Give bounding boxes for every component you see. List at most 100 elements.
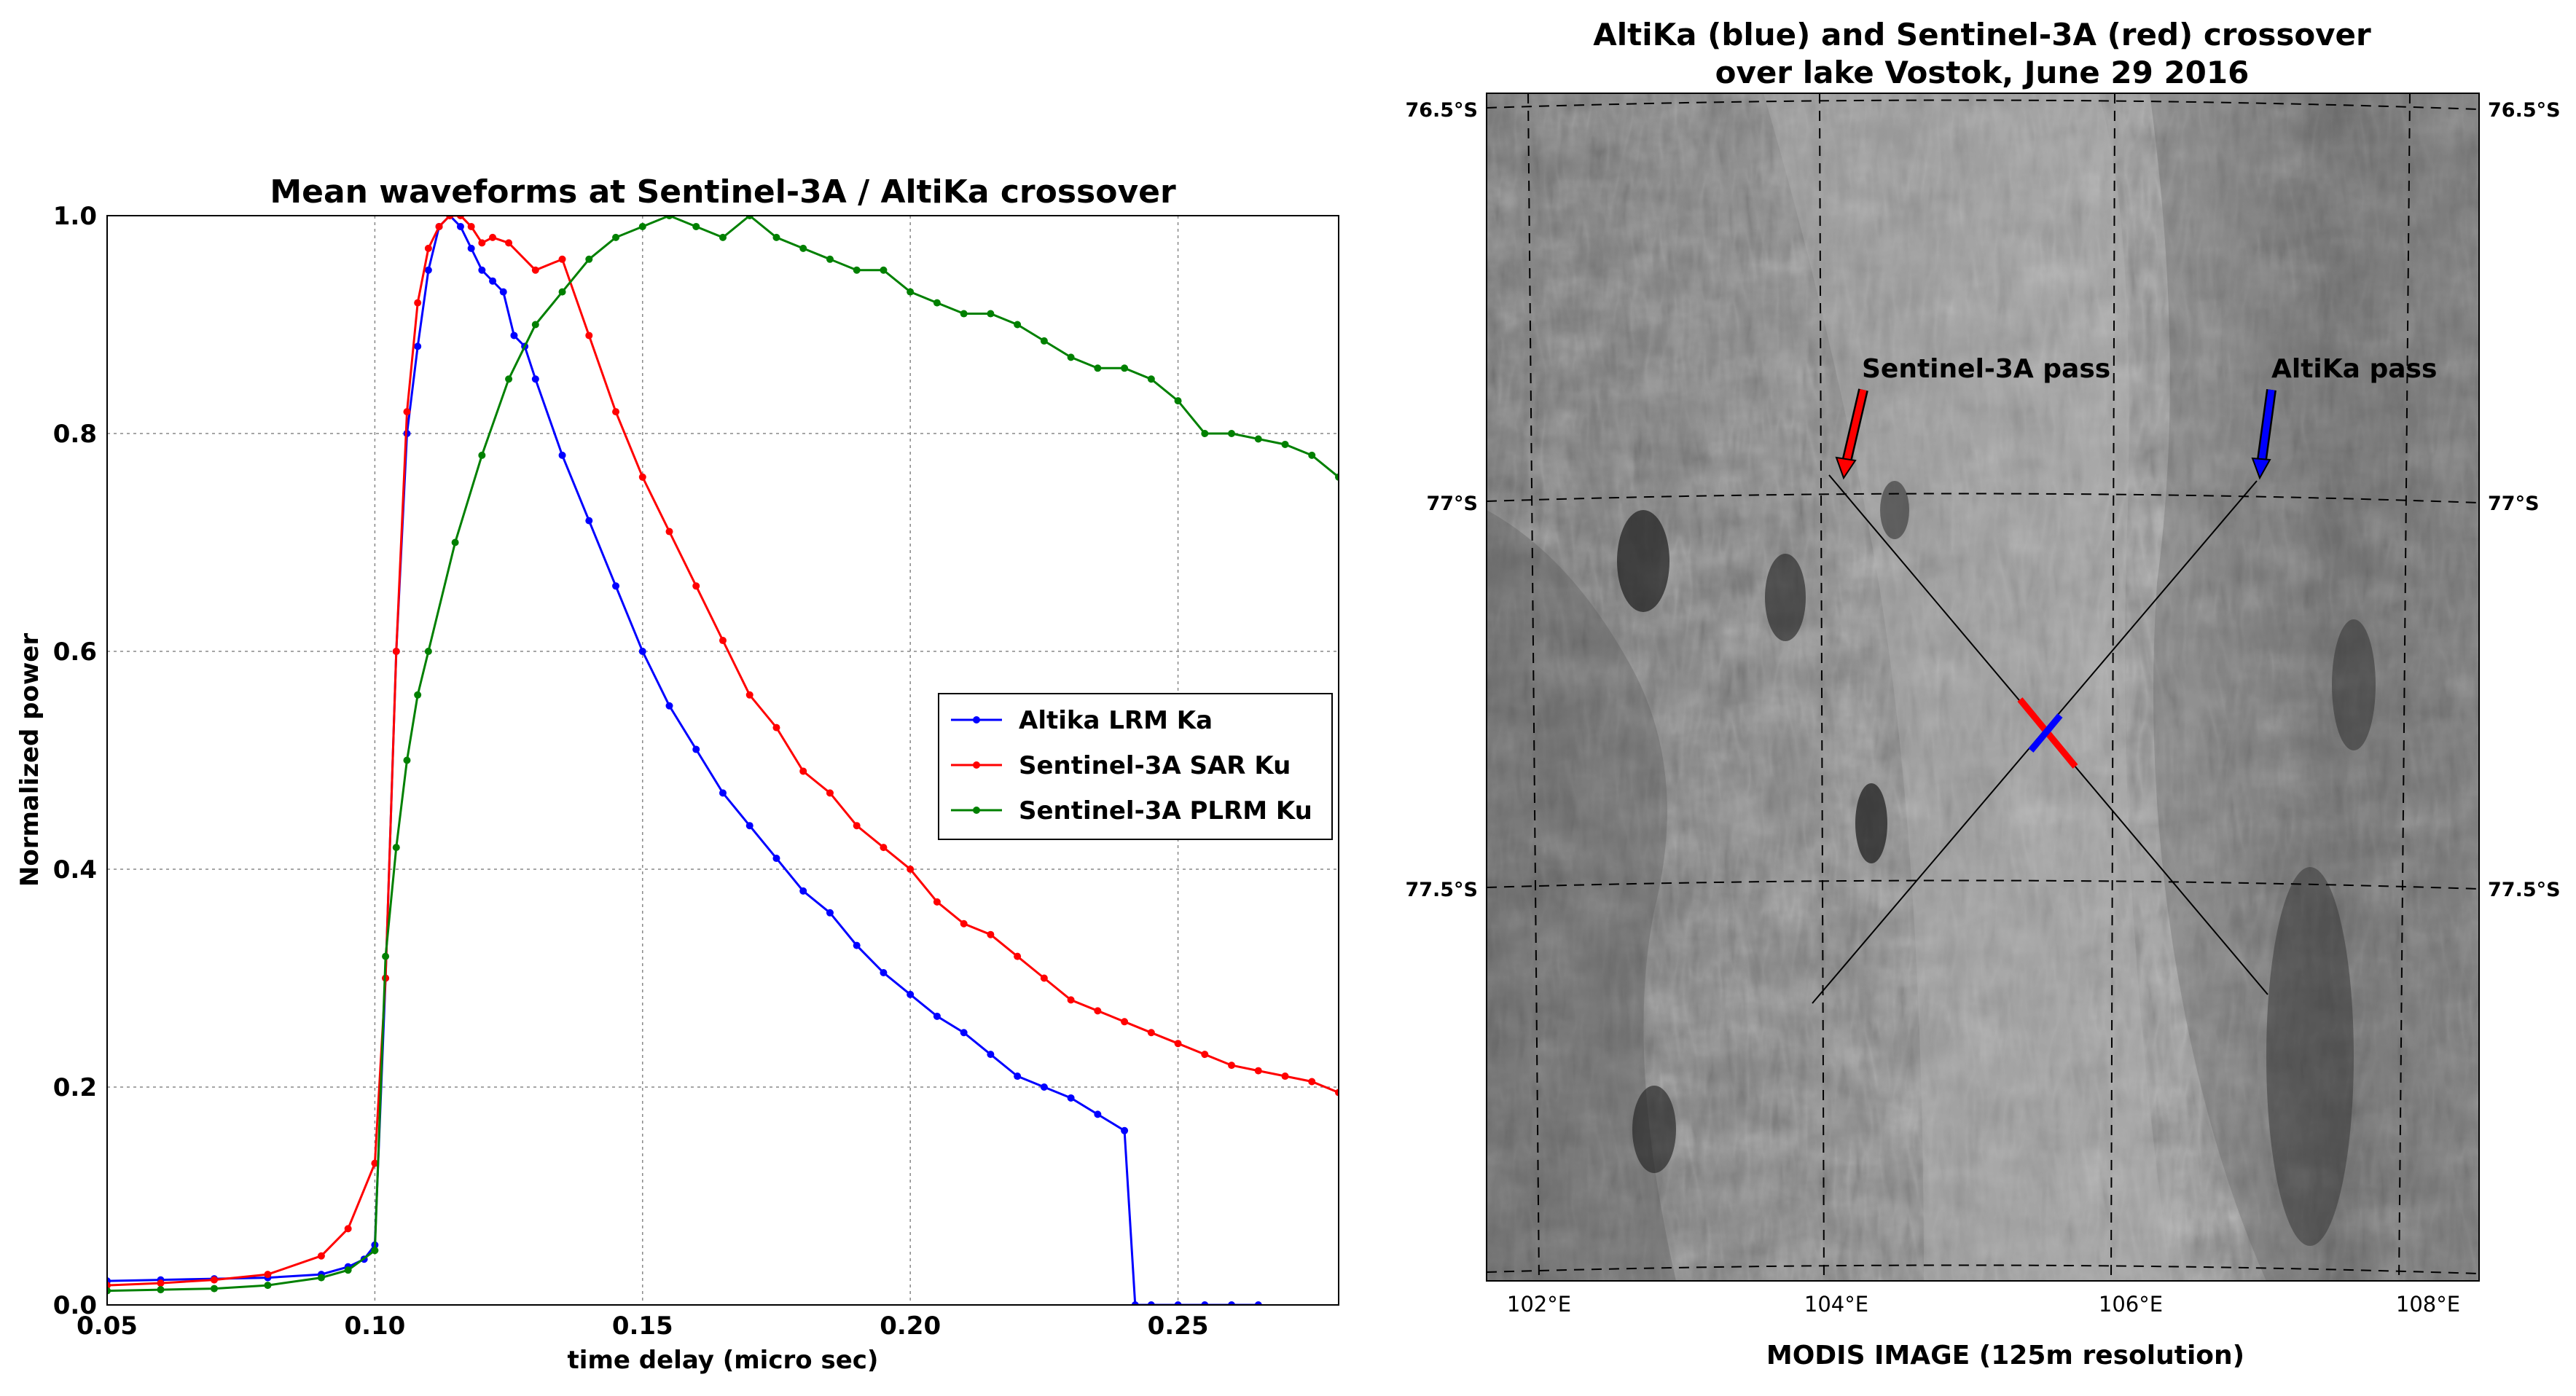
- altika-crossover-segment: [2028, 713, 2063, 753]
- data-point: [853, 941, 861, 949]
- data-point: [1014, 1073, 1022, 1081]
- data-point: [1281, 1073, 1289, 1081]
- data-point: [880, 266, 888, 274]
- data-point: [853, 266, 861, 274]
- data-point: [799, 244, 807, 252]
- data-point: [210, 1276, 218, 1284]
- series-lines: [107, 216, 1339, 1305]
- series-line: [107, 216, 1339, 1293]
- data-point: [467, 222, 475, 230]
- lat-label-left-77: 77°S: [1426, 493, 1478, 515]
- legend: Altika LRM Ka Sentinel-3A SAR Ku Sentinel-…: [938, 693, 1333, 840]
- data-point: [799, 887, 807, 895]
- data-point: [1147, 375, 1155, 383]
- y-tick-label: 1.0: [53, 202, 97, 231]
- data-point: [1201, 1051, 1209, 1059]
- data-point: [403, 408, 411, 416]
- data-point: [987, 930, 995, 938]
- data-point: [489, 277, 497, 285]
- data-point: [424, 266, 432, 274]
- data-point: [933, 1012, 941, 1020]
- lat-label-right-77-5: 77.5°S: [2488, 879, 2561, 901]
- lon-label-108: 108°E: [2396, 1292, 2460, 1317]
- data-point: [638, 648, 646, 655]
- data-point: [1014, 952, 1022, 960]
- x-tick-label: 0.05: [77, 1311, 138, 1341]
- data-point: [585, 332, 593, 340]
- data-point: [317, 1252, 325, 1260]
- data-point: [107, 1287, 111, 1295]
- data-point: [505, 239, 513, 247]
- data-point: [344, 1225, 352, 1233]
- data-point: [505, 375, 513, 383]
- data-point: [157, 1286, 165, 1294]
- legend-box: [938, 693, 1333, 840]
- data-point: [371, 1247, 379, 1255]
- data-point: [107, 1282, 111, 1290]
- data-point: [531, 321, 539, 329]
- data-point: [558, 451, 566, 459]
- data-point: [1308, 451, 1316, 459]
- sentinel-3a-arrow: [1835, 388, 1868, 480]
- parallel-77-5: [1487, 879, 2479, 890]
- data-point: [392, 844, 400, 852]
- data-point: [382, 952, 390, 960]
- data-point: [456, 222, 464, 230]
- data-point: [1228, 1062, 1236, 1070]
- data-point: [665, 702, 673, 710]
- data-point: [1040, 974, 1048, 982]
- meridian-104: [1819, 93, 1825, 1281]
- plot-frame: [106, 215, 1339, 1306]
- data-point: [478, 451, 486, 459]
- data-point: [446, 216, 454, 219]
- legend-label: Altika LRM Ka: [1019, 706, 1213, 735]
- data-point: [933, 898, 941, 906]
- map-x-label: MODIS IMAGE (125m resolution): [1766, 1341, 2244, 1370]
- data-point: [1147, 1301, 1155, 1305]
- data-point: [826, 255, 834, 263]
- data-point: [1281, 440, 1289, 448]
- data-point: [719, 233, 727, 241]
- meridian-108: [2398, 93, 2411, 1281]
- data-point: [499, 288, 507, 296]
- data-point: [1174, 397, 1182, 405]
- data-point: [987, 310, 995, 318]
- data-point: [264, 1271, 272, 1279]
- data-point: [424, 648, 432, 655]
- lon-label-104: 104°E: [1804, 1292, 1868, 1317]
- legend-swatch-marker: [973, 807, 980, 814]
- data-point: [414, 691, 422, 699]
- data-point: [1335, 1089, 1339, 1097]
- data-point: [435, 222, 443, 230]
- data-point: [478, 239, 486, 247]
- sentinel-3a-pass-label: Sentinel-3A pass: [1862, 354, 2110, 384]
- data-point: [907, 288, 915, 296]
- lat-label-right-76-5: 76.5°S: [2488, 99, 2561, 122]
- data-point: [344, 1266, 352, 1274]
- data-point: [772, 724, 780, 732]
- data-point: [424, 244, 432, 252]
- data-point: [585, 255, 593, 263]
- data-point: [1254, 1067, 1262, 1075]
- data-point: [1254, 435, 1262, 443]
- data-point: [692, 745, 700, 753]
- x-tick-label: 0.15: [612, 1311, 673, 1341]
- data-point: [1067, 353, 1075, 361]
- data-point: [1040, 337, 1048, 345]
- lon-label-106: 106°E: [2099, 1292, 2163, 1317]
- lat-label-left-76-5: 76.5°S: [1405, 99, 1478, 122]
- data-point: [585, 517, 593, 525]
- data-point: [772, 855, 780, 863]
- data-point: [1067, 1094, 1075, 1102]
- data-point: [1147, 1029, 1155, 1037]
- data-point: [1121, 1018, 1129, 1026]
- data-point: [638, 222, 646, 230]
- y-tick-label: 0.4: [53, 855, 97, 885]
- data-point: [414, 342, 422, 350]
- data-point: [371, 1159, 379, 1167]
- data-point: [612, 408, 620, 416]
- map-frame: [1486, 93, 2480, 1282]
- chart-title: Mean waveforms at Sentinel-3A / AltiKa c…: [270, 173, 1176, 211]
- data-point: [1067, 996, 1075, 1004]
- parallel-77: [1487, 493, 2479, 503]
